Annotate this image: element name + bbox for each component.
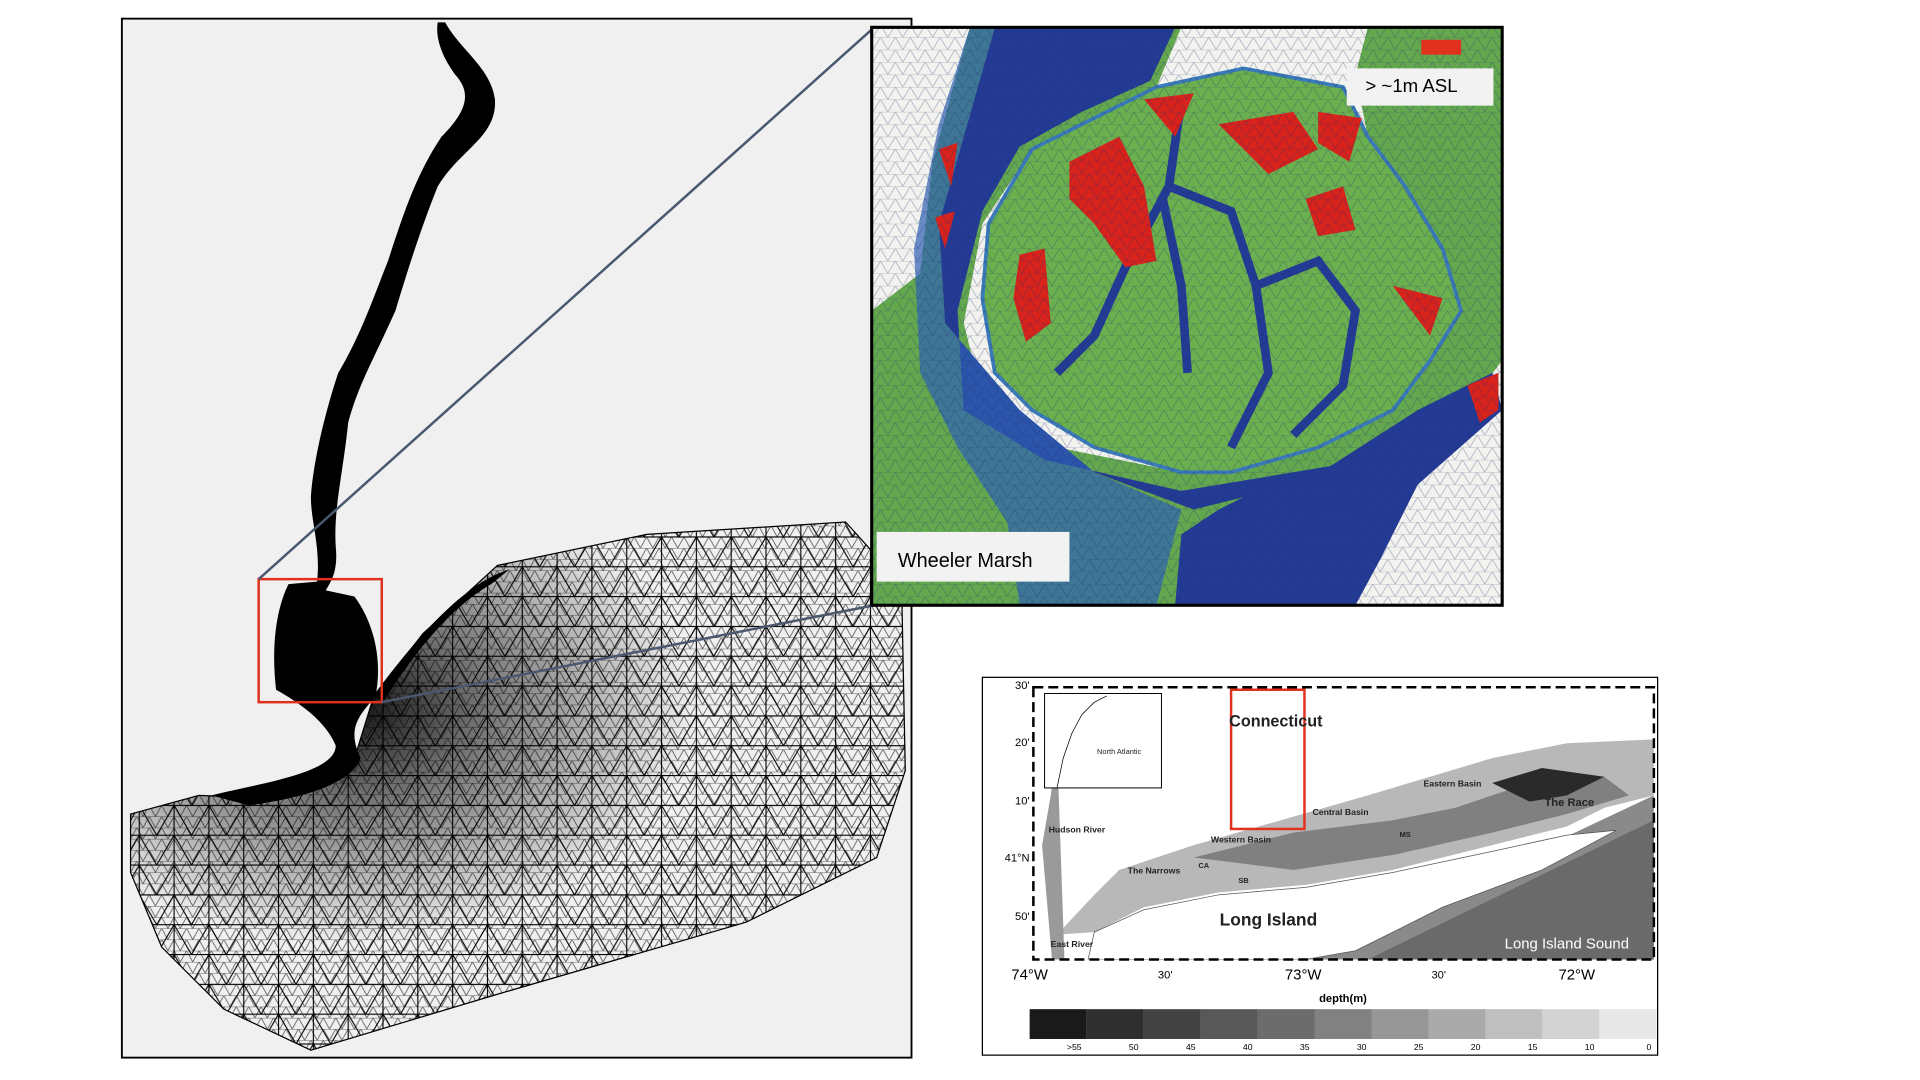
place-label: Connecticut [1229, 712, 1323, 730]
latitude-label: 50' [1015, 911, 1030, 923]
longitude-label: 72°W [1558, 968, 1596, 984]
the-race-channel [1492, 768, 1605, 802]
place-label: North Atlantic [1097, 747, 1142, 756]
place-label: MS [1400, 830, 1411, 839]
depth-scale-swatch [1428, 1009, 1486, 1039]
latitude-label: 20' [1015, 737, 1030, 749]
place-label: SB [1238, 876, 1249, 885]
depth-scale-label: 0 [1647, 1042, 1652, 1052]
mesh-dense-zone [130, 521, 906, 1051]
depth-axis-title: depth(m) [1319, 993, 1367, 1005]
latitude-label: 10' [1015, 796, 1030, 808]
longitude-label: 74°W [1011, 968, 1049, 984]
depth-scale-label: 50 [1129, 1042, 1139, 1052]
river-channel [211, 22, 496, 806]
depth-scale-swatch [1542, 1009, 1600, 1039]
depth-scale-swatch [1257, 1009, 1315, 1039]
depth-scale-swatch [1314, 1009, 1372, 1039]
depth-scale-swatch [1086, 1009, 1144, 1039]
legend-label: > ~1m ASL [1365, 75, 1457, 96]
zoom-connector [257, 26, 876, 581]
depth-scale-label: >55 [1067, 1042, 1082, 1052]
harbor-mouth [373, 569, 510, 703]
longitude-label: 30' [1431, 970, 1446, 982]
depth-scale-swatch [1485, 1009, 1543, 1039]
latitude-label: 41°N [1005, 853, 1030, 865]
longitude-label: 73°W [1285, 968, 1323, 984]
site-label-box [876, 531, 1070, 582]
depth-scale-swatch [1371, 1009, 1429, 1039]
site-label: Wheeler Marsh [898, 550, 1033, 572]
mesh-panel [120, 17, 913, 1059]
depth-scale-label: 45 [1186, 1042, 1196, 1052]
zoom-connector [381, 604, 875, 704]
depth-scale-label: 20 [1471, 1042, 1481, 1052]
place-label: Eastern Basin [1423, 779, 1481, 789]
place-label: Long Island Sound [1505, 936, 1629, 952]
depth-scale-label: 40 [1243, 1042, 1253, 1052]
zoom-box [257, 577, 384, 704]
locator-inset [1044, 692, 1162, 789]
place-label: Hudson River [1049, 824, 1106, 834]
place-label: East River [1051, 939, 1094, 949]
place-label: The Narrows [1128, 866, 1181, 876]
place-label: Western Basin [1211, 834, 1271, 844]
sound-deep [1193, 776, 1630, 870]
place-label: The Race [1544, 797, 1594, 809]
depth-scale-swatch [1029, 1009, 1087, 1039]
depth-scale-label: 30 [1357, 1042, 1367, 1052]
map-border [1032, 686, 1656, 961]
zoom-inset: > ~1m ASL Wheeler Marsh [870, 25, 1504, 607]
ocean-deep [1367, 820, 1654, 960]
hudson-river [1042, 745, 1065, 960]
depth-scale-swatch [1143, 1009, 1201, 1039]
latitude-label: 30' [1015, 680, 1030, 692]
depth-scale-label: 10 [1585, 1042, 1595, 1052]
place-label: CA [1198, 861, 1209, 870]
study-area-box [1229, 688, 1306, 831]
legend-swatch [1421, 39, 1462, 55]
depth-scale-swatch [1200, 1009, 1258, 1039]
inset-frame [870, 25, 1504, 607]
depth-scale-label: 35 [1300, 1042, 1310, 1052]
place-label: Central Basin [1313, 807, 1369, 817]
place-label: Long Island [1220, 910, 1318, 930]
regional-map: depth(m) [981, 676, 1659, 1056]
locator-coast [1056, 695, 1107, 789]
legend-box [1346, 68, 1494, 106]
depth-scale-label: 25 [1414, 1042, 1424, 1052]
longitude-label: 30' [1158, 970, 1173, 982]
long-island [1087, 829, 1617, 960]
inset-mesh [872, 28, 1501, 605]
depth-scale-swatch [1599, 1009, 1657, 1039]
depth-scale-label: 15 [1528, 1042, 1538, 1052]
